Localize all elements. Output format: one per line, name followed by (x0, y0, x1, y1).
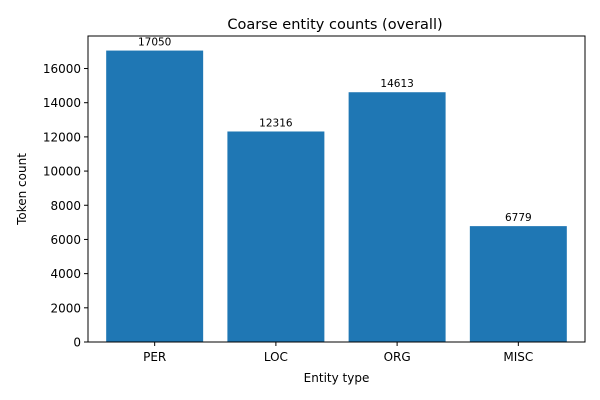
y-tick-label-14000: 14000 (43, 96, 81, 110)
y-tick-label-16000: 16000 (43, 62, 81, 76)
data-label-per: 17050 (138, 37, 171, 49)
y-tick-label-4000: 4000 (50, 267, 81, 281)
chart-title: Coarse entity counts (overall) (227, 17, 442, 33)
y-tick-label-2000: 2000 (50, 301, 81, 315)
x-axis-label: Entity type (304, 371, 370, 385)
y-tick-label-12000: 12000 (43, 130, 81, 144)
data-label-org: 14613 (380, 78, 413, 90)
x-tick-label-org: ORG (384, 350, 411, 364)
bar-org (348, 92, 446, 342)
y-tick-label-0: 0 (73, 336, 81, 350)
y-tick-label-10000: 10000 (43, 165, 81, 179)
y-axis-label: Token count (15, 153, 29, 226)
x-tick-label-misc: MISC (503, 350, 533, 364)
plot-frame (87, 35, 586, 343)
data-label-loc: 12316 (259, 117, 293, 129)
x-tick-label-per: PER (143, 350, 166, 364)
bar-loc (227, 131, 325, 342)
bar-per (106, 50, 204, 342)
plot-area: 17050 PER 12316 LOC 14613 ORG 6779 MISC 0 2000 400… (43, 37, 567, 364)
data-label-misc: 6779 (505, 212, 532, 224)
y-tick-label-8000: 8000 (50, 199, 81, 213)
y-tick-label-6000: 6000 (50, 233, 81, 247)
bar-misc (469, 226, 567, 342)
x-tick-label-loc: LOC (264, 350, 288, 364)
